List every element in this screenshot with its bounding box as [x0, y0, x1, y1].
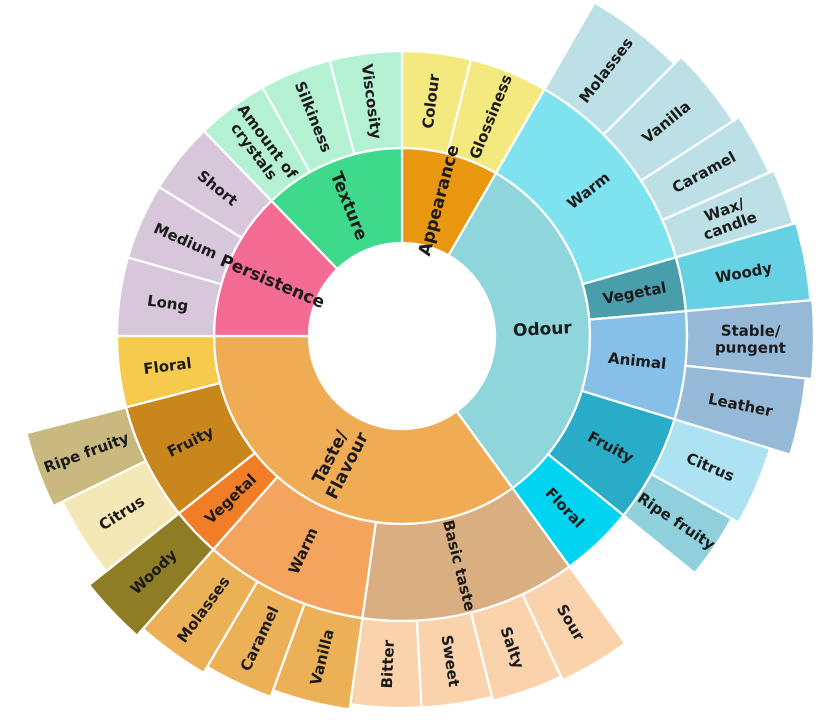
- segment-texture-viscosity: [328, 49, 404, 156]
- label-odour: Odour: [512, 318, 572, 341]
- label-odour-animal: Animal: [607, 349, 667, 373]
- label-taste-flavour-floral: Floral: [142, 354, 192, 378]
- label-persistence-long: Long: [146, 292, 189, 316]
- label-odour-animal-stable-pungent: Stable/pungent: [715, 322, 786, 357]
- segment-odour-fruity-ripe-fruity: [622, 473, 733, 575]
- center-hole: [309, 243, 495, 429]
- label-taste-flavour-basic-taste-bitter: Bitter: [378, 639, 398, 689]
